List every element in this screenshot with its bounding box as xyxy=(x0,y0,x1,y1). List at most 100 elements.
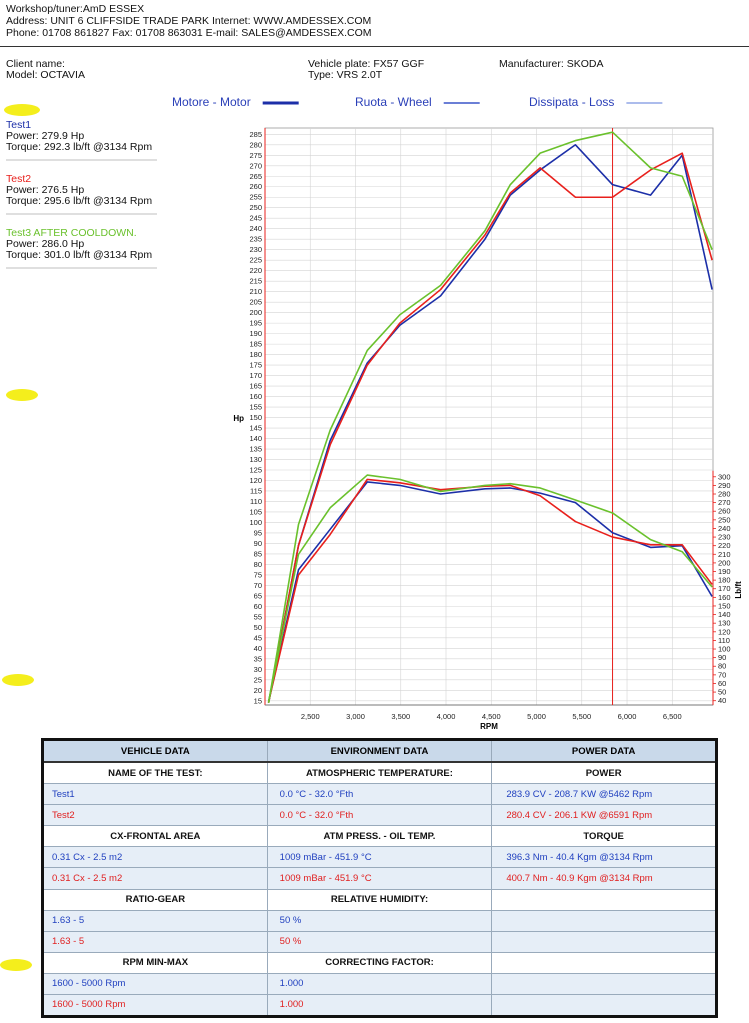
y-tick-label: 180 xyxy=(249,350,262,359)
cell xyxy=(491,993,717,1018)
cell: 283.9 CV - 208.7 KW @5462 Rpm xyxy=(491,783,717,806)
test-summary: Power: 279.9 Hp xyxy=(6,130,84,142)
type: Type: VRS 2.0T xyxy=(308,69,383,81)
cell: RATIO-GEAR xyxy=(42,888,268,911)
y-tick-label: 75 xyxy=(254,570,262,579)
y-tick-label: 265 xyxy=(249,172,262,181)
y-tick-label: 205 xyxy=(249,298,262,307)
data-table: VEHICLE DATA ENVIRONMENT DATA POWER DATA NA… xyxy=(41,738,718,1018)
y-tick-label: 65 xyxy=(254,591,262,600)
cell: 1009 mBar - 451.9 °C xyxy=(266,867,493,890)
cell: 1.63 - 5 xyxy=(42,909,268,932)
y-tick-label: 35 xyxy=(254,654,262,663)
y2-axis-label: Lb/ft xyxy=(734,581,743,599)
legend-label: Dissipata - Loss xyxy=(529,95,614,109)
header-row: VEHICLE DATA ENVIRONMENT DATA POWER DATA xyxy=(42,739,717,764)
y-tick-label: 255 xyxy=(249,193,262,202)
cell: 396.3 Nm - 40.4 Kgm @3134 Rpm xyxy=(491,846,717,869)
y-tick-label: 105 xyxy=(249,507,262,516)
cell: TORQUE xyxy=(491,825,717,848)
section-row: NAME OF THE TEST: ATMOSPHERIC TEMPERATURE… xyxy=(42,761,717,785)
highlight xyxy=(2,674,34,686)
y2-tick-label: 150 xyxy=(718,601,731,610)
cell: 400.7 Nm - 40.9 Kgm @3134 Rpm xyxy=(491,867,717,890)
cell: 50 % xyxy=(266,909,493,932)
test-summary: Power: 276.5 Hp xyxy=(6,184,84,196)
cell: CX-FRONTAL AREA xyxy=(42,825,268,848)
highlight xyxy=(4,104,40,116)
y-tick-label: 240 xyxy=(249,224,262,233)
legend-label: Motore - Motor xyxy=(172,95,251,109)
y-tick-label: 225 xyxy=(249,256,262,265)
cell xyxy=(491,972,717,995)
y-tick-label: 100 xyxy=(249,518,262,527)
test-summary: Torque: 301.0 lb/ft @3134 Rpm xyxy=(6,249,152,261)
hp-curve xyxy=(267,152,713,704)
cell xyxy=(491,909,717,932)
test-summary: Torque: 292.3 lb/ft @3134 Rpm xyxy=(6,141,152,153)
y-tick-label: 175 xyxy=(249,361,262,370)
cell: NAME OF THE TEST: xyxy=(42,761,268,785)
y2-tick-label: 260 xyxy=(718,507,731,516)
data-row: 1.63 - 5 50 % xyxy=(42,930,717,953)
cell: 1600 - 5000 Rpm xyxy=(42,972,268,995)
y-tick-label: 285 xyxy=(249,130,262,139)
y2-tick-label: 60 xyxy=(718,679,726,688)
cell xyxy=(491,951,717,974)
x-tick-label: 4,500 xyxy=(482,712,501,721)
test-name: Test2 xyxy=(6,173,31,185)
y-tick-label: 275 xyxy=(249,151,262,160)
y2-tick-label: 190 xyxy=(718,567,731,576)
y-tick-label: 150 xyxy=(249,413,262,422)
y-tick-label: 20 xyxy=(254,686,262,695)
workshop: Workshop/tuner:AmD ESSEX xyxy=(6,3,145,15)
y2-tick-label: 80 xyxy=(718,662,726,671)
data-row: 0.31 Cx - 2.5 m2 1009 mBar - 451.9 °C 396.… xyxy=(42,846,717,869)
y-tick-label: 165 xyxy=(249,382,262,391)
y-tick-label: 130 xyxy=(249,455,262,464)
y-tick-label: 60 xyxy=(254,602,262,611)
y-tick-label: 55 xyxy=(254,612,262,621)
cell: 1600 - 5000 Rpm xyxy=(42,993,268,1018)
legend-label: Ruota - Wheel xyxy=(355,95,432,109)
data-row: 1600 - 5000 Rpm 1.000 xyxy=(42,993,717,1018)
y2-tick-label: 290 xyxy=(718,481,731,490)
y-tick-label: 145 xyxy=(249,424,262,433)
y-tick-label: 160 xyxy=(249,392,262,401)
cell: POWER xyxy=(491,761,717,785)
section-row: RATIO-GEAR RELATIVE HUMIDITY: xyxy=(42,888,717,911)
section-row: CX-FRONTAL AREA ATM PRESS. - OIL TEMP. TOR… xyxy=(42,825,717,848)
y2-tick-label: 90 xyxy=(718,653,726,662)
cell: RELATIVE HUMIDITY: xyxy=(266,888,493,911)
hp-curve xyxy=(267,143,713,704)
header-cell: ENVIRONMENT DATA xyxy=(266,739,493,764)
y-tick-label: 85 xyxy=(254,549,262,558)
cell: 0.31 Cx - 2.5 m2 xyxy=(42,867,268,890)
data-row: 0.31 Cx - 2.5 m2 1009 mBar - 451.9 °C 400.… xyxy=(42,867,717,890)
y-tick-label: 140 xyxy=(249,434,262,443)
y2-tick-label: 160 xyxy=(718,593,731,602)
y-tick-label: 190 xyxy=(249,329,262,338)
y2-tick-label: 210 xyxy=(718,550,731,559)
y2-tick-label: 180 xyxy=(718,576,731,585)
x-tick-label: 3,500 xyxy=(391,712,410,721)
cell: CORRECTING FACTOR: xyxy=(266,951,493,974)
highlight-box xyxy=(0,959,32,971)
y2-tick-label: 100 xyxy=(718,645,731,654)
y-tick-label: 45 xyxy=(254,633,262,642)
cell: 1.000 xyxy=(266,993,493,1018)
y-tick-label: 155 xyxy=(249,403,262,412)
test-summary: Torque: 295.6 lb/ft @3134 Rpm xyxy=(6,195,152,207)
y-tick-label: 220 xyxy=(249,266,262,275)
cell: 0.31 Cx - 2.5 m2 xyxy=(42,846,268,869)
model: Model: OCTAVIA xyxy=(6,69,85,81)
data-row: Test2 0.0 °C - 32.0 °Fth 280.4 CV - 206.1 … xyxy=(42,804,717,827)
y-tick-label: 170 xyxy=(249,371,262,380)
y-tick-label: 210 xyxy=(249,287,262,296)
hp-curve xyxy=(267,131,713,704)
phone: Phone: 01708 861827 Fax: 01708 863031 E-… xyxy=(6,27,372,39)
y-tick-label: 235 xyxy=(249,235,262,244)
data-row: Test1 0.0 °C - 32.0 °Fth 283.9 CV - 208.7 … xyxy=(42,783,717,806)
address: Address: UNIT 6 CLIFFSIDE TRADE PARK Int… xyxy=(6,15,372,27)
